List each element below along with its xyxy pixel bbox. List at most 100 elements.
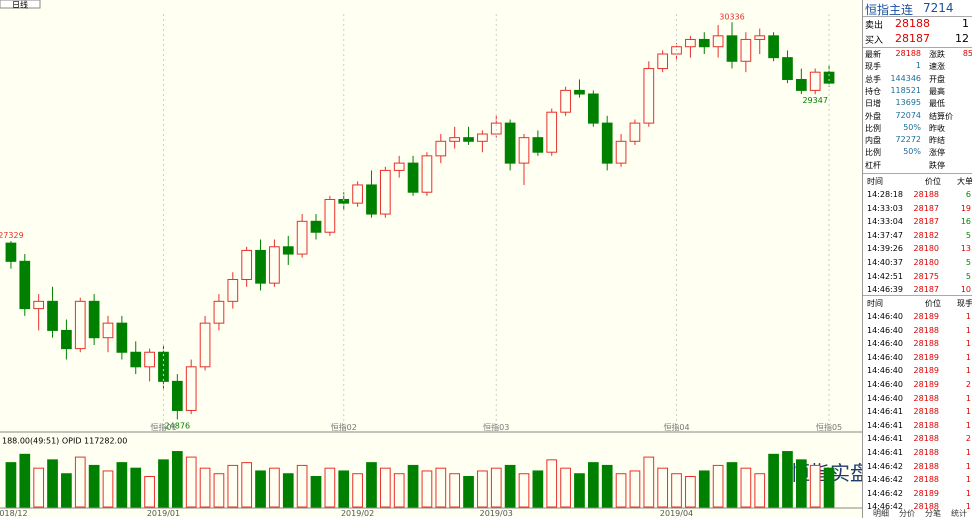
volume-bar <box>657 467 669 508</box>
volume-bar <box>795 459 807 508</box>
trade-price: 28180 <box>913 244 939 254</box>
candle-body <box>33 300 45 310</box>
volume-bar <box>643 456 655 508</box>
volume-bar <box>88 464 100 508</box>
candle-body <box>823 71 835 84</box>
candle-body <box>185 366 197 411</box>
candle-body <box>518 137 530 164</box>
volume-bar <box>629 470 641 508</box>
candle-body <box>449 137 461 142</box>
candle-body <box>421 155 433 193</box>
period-box <box>0 0 41 9</box>
stat-label: 比例 <box>865 148 881 158</box>
volume-bar <box>296 464 308 508</box>
candle-body <box>19 260 31 310</box>
trade-size: 1 <box>965 393 971 403</box>
volume-bar <box>185 456 197 508</box>
stat-value: 50% <box>903 122 921 132</box>
trade-time: 14:39:26 <box>867 244 903 254</box>
trade-size: 1 <box>965 475 971 485</box>
trade-price: 28189 <box>913 312 939 321</box>
trade-price: 28188 <box>913 502 939 512</box>
stat-label: 最高 <box>929 86 945 96</box>
trade-size: 5 <box>965 271 971 281</box>
candle-body <box>171 380 183 411</box>
trade-size: 1 <box>965 366 971 376</box>
candle-body <box>282 246 294 255</box>
volume-bar <box>5 462 17 508</box>
tab[interactable]: 明细 <box>873 509 889 518</box>
trade-price: 28180 <box>913 258 939 267</box>
candle-body <box>5 242 17 262</box>
tab[interactable]: 统计 <box>951 509 967 518</box>
price-annotation: 24876 <box>165 421 190 430</box>
trade-price: 28189 <box>913 366 939 376</box>
volume-bar <box>504 464 516 508</box>
stat-value: 1 <box>915 61 921 71</box>
tab[interactable]: 分笔 <box>925 509 941 518</box>
volume-bar <box>823 467 835 508</box>
volume-bar <box>587 462 599 508</box>
book-size: 12 <box>955 32 969 45</box>
candle-body <box>269 246 280 284</box>
trade-size: 5 <box>965 258 971 267</box>
stat-label: 最新 <box>865 50 881 59</box>
list-header: 现手 <box>957 299 972 308</box>
trade-price: 28188 <box>913 339 939 349</box>
stat-label: 内盘 <box>865 136 881 146</box>
trade-size: 1 <box>965 488 971 498</box>
trade-time: 14:46:42 <box>867 461 903 471</box>
trade-price: 28182 <box>913 230 939 240</box>
candle-body <box>324 198 336 233</box>
stat-label: 昨结 <box>929 136 945 146</box>
trade-price: 28188 <box>913 448 939 457</box>
symbol-code: 7214 <box>923 1 954 15</box>
volume-bar <box>61 473 72 508</box>
candle-body <box>629 122 641 142</box>
price-annotation: 27329 <box>0 231 24 240</box>
tab[interactable]: 分价 <box>899 509 915 518</box>
trade-time: 14:46:41 <box>867 434 903 444</box>
trade-time: 14:46:40 <box>867 352 903 362</box>
volume-bar <box>449 473 461 508</box>
sep <box>863 173 972 174</box>
trade-size: 1 <box>965 325 971 335</box>
volume-bar <box>671 473 682 508</box>
book-price: 28188 <box>895 17 930 30</box>
candle-body <box>546 111 558 153</box>
candle-body <box>61 329 72 350</box>
candle-body <box>768 35 779 59</box>
date-label: 2019/04 <box>660 509 693 518</box>
list-header: 价位 <box>925 177 941 186</box>
candle-body <box>463 137 474 142</box>
trade-size: 13 <box>960 244 971 254</box>
trade-size: 1 <box>965 352 971 362</box>
stat-label: 最低 <box>929 99 945 109</box>
trade-size: 1 <box>965 339 971 349</box>
trade-time: 14:46:40 <box>867 312 903 321</box>
book-label: 卖出 <box>865 21 884 31</box>
trade-time: 14:40:37 <box>867 258 903 267</box>
trade-size: 5 <box>965 230 971 240</box>
volume-bar <box>338 470 350 508</box>
trade-price: 28189 <box>913 380 939 389</box>
sep <box>863 295 972 296</box>
candle-body <box>754 35 766 40</box>
contract-label: 恒指04 <box>663 422 689 432</box>
trade-time: 14:46:41 <box>867 420 903 430</box>
volume-bar <box>19 453 31 508</box>
stat-value: 13695 <box>895 98 921 108</box>
stat-value: 72074 <box>895 110 921 120</box>
contract-label: 恒指03 <box>483 422 509 432</box>
volume-bar <box>102 470 114 508</box>
trade-price: 28189 <box>913 488 939 498</box>
stat-label: 现手 <box>865 62 881 72</box>
candle-body <box>477 133 488 142</box>
volume-bar <box>352 473 363 508</box>
stat-value: 72272 <box>895 135 921 145</box>
candle-body <box>698 38 710 48</box>
stat-label: 昨收 <box>929 123 945 133</box>
stat-value: 50% <box>903 147 921 157</box>
candle-body <box>144 351 155 368</box>
